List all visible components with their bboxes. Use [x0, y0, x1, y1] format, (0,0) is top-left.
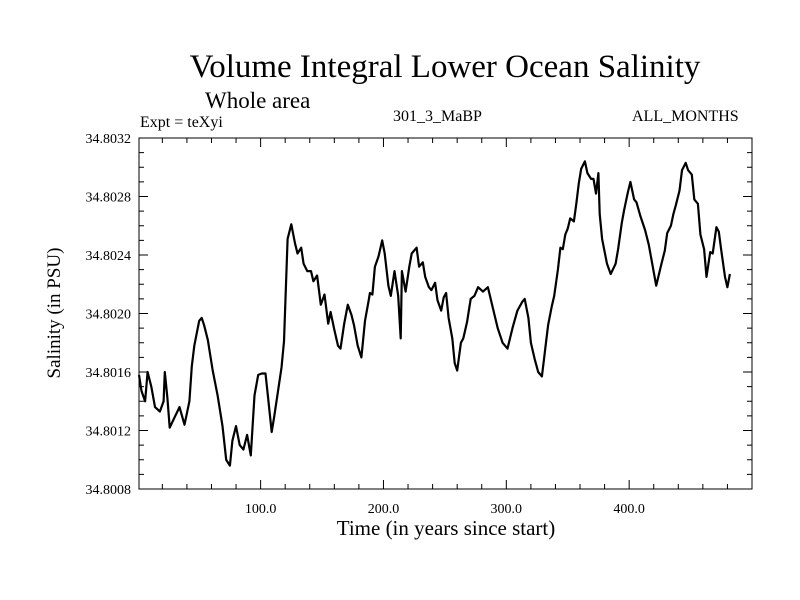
y-tick-label: 34.8024	[86, 249, 132, 264]
run-id-label: 301_3_MaBP	[393, 108, 482, 125]
x-axis-label: Time (in years since start)	[336, 516, 556, 540]
x-tick-label: 200.0	[368, 502, 400, 517]
x-tick-label: 100.0	[245, 502, 277, 517]
tick-labels: 100.0 200.0 300.0 400.0 34.8008 34.8012 34.801…	[86, 132, 645, 517]
salinity-series-line	[137, 160, 731, 467]
months-label: ALL_MONTHS	[632, 108, 739, 125]
chart-subtitle: Whole area	[205, 88, 311, 113]
y-tick-label: 34.8008	[86, 483, 132, 498]
axis-ticks	[139, 138, 752, 489]
y-tick-label: 34.8028	[86, 191, 132, 206]
y-tick-label: 34.8020	[86, 308, 132, 323]
y-tick-label: 34.8012	[86, 425, 132, 440]
plot-frame	[138, 137, 753, 490]
experiment-label: Expt = teXyi	[140, 114, 223, 131]
y-tick-label: 34.8032	[86, 132, 132, 147]
x-tick-label: 300.0	[491, 502, 523, 517]
chart-title: Volume Integral Lower Ocean Salinity	[189, 49, 701, 85]
x-tick-label: 400.0	[613, 502, 645, 517]
y-tick-label: 34.8016	[86, 366, 132, 381]
